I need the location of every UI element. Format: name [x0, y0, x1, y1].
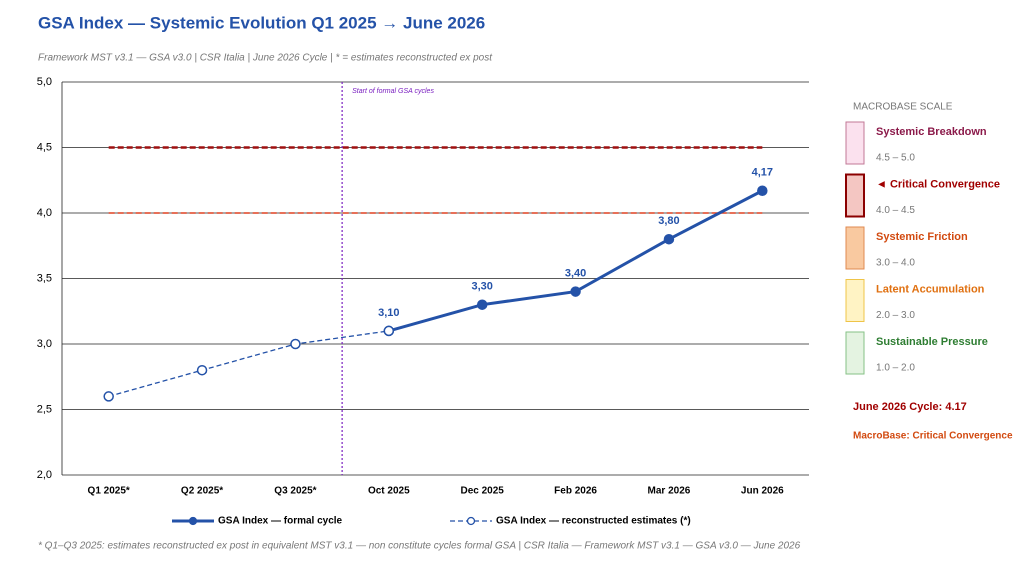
annotation: Start of formal GSA cycles — [352, 88, 434, 95]
scale-box — [845, 279, 865, 322]
marker — [196, 364, 208, 376]
x-tick-label: Mar 2026 — [648, 486, 691, 497]
marker — [103, 391, 114, 402]
x-tick-label: Jun 2026 — [741, 486, 784, 497]
scale-level-name: Sustainable Pressure — [876, 336, 988, 348]
y-tick-label: 5,0 — [37, 76, 52, 88]
data-label: 4,17 — [752, 167, 773, 179]
series-line — [388, 189, 764, 333]
legend-label: GSA Index — reconstructed estimates (*) — [496, 516, 691, 527]
series-line — [108, 330, 389, 398]
scale-level-range: 2.0 – 3.0 — [876, 310, 915, 321]
status-text: June 2026 Cycle: 4.17 — [853, 401, 967, 413]
data-label: 3,80 — [658, 215, 679, 227]
scale-level-range: 4.5 – 5.0 — [876, 153, 915, 164]
scale-title: MACROBASE SCALE — [853, 102, 953, 113]
y-tick-label: 4,0 — [37, 207, 52, 219]
subtitle: Framework MST v3.1 — GSA v3.0 | CSR Ital… — [38, 53, 493, 64]
marker — [570, 286, 581, 297]
marker — [476, 299, 488, 310]
data-label: 3,30 — [471, 281, 492, 293]
legend-marker — [466, 516, 476, 526]
marker — [663, 233, 675, 245]
scale-box — [845, 226, 865, 270]
x-tick-label: Q3 2025* — [274, 486, 316, 497]
y-tick-label: 3,0 — [37, 338, 52, 350]
x-tick-label: Q1 2025* — [88, 486, 130, 497]
scale-level-name: ◄ Critical Convergence — [876, 178, 1000, 190]
chart-title: GSA Index — Systemic Evolution Q1 2025 →… — [38, 13, 485, 32]
x-tick-label: Q2 2025* — [181, 486, 223, 497]
scale-level-name: Latent Accumulation — [876, 283, 985, 295]
scale-box — [845, 121, 865, 165]
scale-box — [845, 331, 865, 375]
x-tick-label: Dec 2025 — [461, 486, 505, 497]
marker — [383, 325, 395, 337]
marker — [757, 185, 768, 196]
scale-level-name: Systemic Friction — [876, 231, 968, 243]
y-tick-label: 2,5 — [37, 403, 52, 415]
y-tick-label: 2,0 — [37, 469, 52, 481]
legend-label: GSA Index — formal cycle — [218, 516, 343, 527]
marker — [290, 338, 301, 350]
footnote: * Q1–Q3 2025: estimates reconstructed ex… — [38, 541, 801, 552]
y-tick-label: 4,5 — [37, 141, 52, 153]
x-tick-label: Feb 2026 — [554, 486, 597, 497]
scale-box — [845, 173, 865, 218]
legend-marker — [188, 516, 198, 526]
scale-level-range: 4.0 – 4.5 — [876, 205, 915, 216]
data-label: 3,10 — [378, 307, 399, 319]
data-label: 3,40 — [565, 268, 586, 280]
scale-level-name: Systemic Breakdown — [876, 126, 987, 138]
y-tick-label: 3,5 — [37, 272, 52, 284]
scale-level-range: 3.0 – 4.0 — [876, 258, 915, 269]
status-text: MacroBase: Critical Convergence — [853, 431, 1013, 442]
x-tick-label: Oct 2025 — [368, 486, 410, 497]
scale-level-range: 1.0 – 2.0 — [876, 363, 915, 374]
